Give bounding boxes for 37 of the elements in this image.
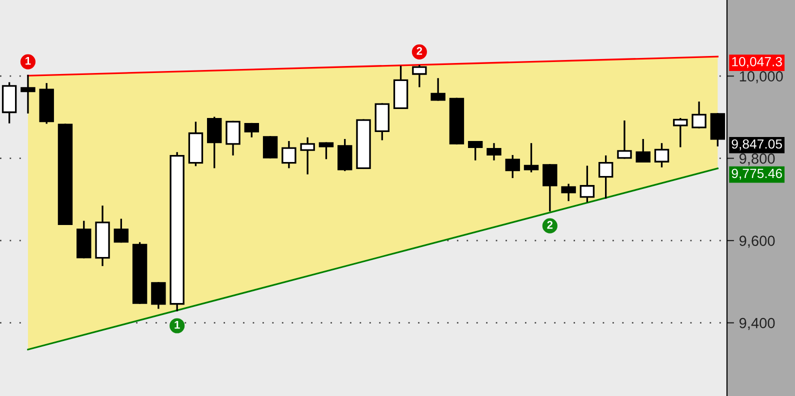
candlestick <box>300 137 315 174</box>
candlestick <box>114 218 129 243</box>
candlestick <box>636 138 650 162</box>
candlestick <box>318 142 334 160</box>
text: 9,847.05 <box>732 139 782 150</box>
candlestick <box>262 136 278 158</box>
candlestick <box>20 74 36 114</box>
candlestick <box>486 143 502 160</box>
candlestick <box>673 118 688 148</box>
candlestick <box>598 155 614 199</box>
annotation: 2 <box>547 220 553 229</box>
candlestick <box>505 155 520 178</box>
candlestick <box>617 120 632 159</box>
annotation: 2 <box>416 47 422 55</box>
annotation: 1 <box>174 320 180 329</box>
candlestick <box>692 102 706 128</box>
candlestick <box>226 120 240 156</box>
annotation: 1 <box>26 57 31 65</box>
candlestick <box>151 282 166 309</box>
y-tick-label: 9,600 <box>739 236 775 248</box>
candlestick <box>561 184 576 202</box>
candlestick <box>654 143 670 168</box>
candlestick <box>580 166 595 202</box>
candlestick <box>412 64 427 88</box>
candlestick <box>468 141 483 160</box>
candlestick <box>542 164 558 212</box>
candlestick <box>524 143 539 172</box>
y-tick-label: 9,400 <box>739 318 775 330</box>
candlestick <box>207 116 222 168</box>
candlestick <box>282 141 296 168</box>
y-tick-label: 10,000 <box>740 71 783 84</box>
y-tick-label: 9,800 <box>739 153 775 166</box>
candlestick <box>338 138 352 172</box>
candlestick <box>430 78 446 101</box>
candlestick <box>244 122 260 138</box>
text: 10,047.3 <box>732 56 782 68</box>
text: 9,775.46 <box>732 168 782 180</box>
